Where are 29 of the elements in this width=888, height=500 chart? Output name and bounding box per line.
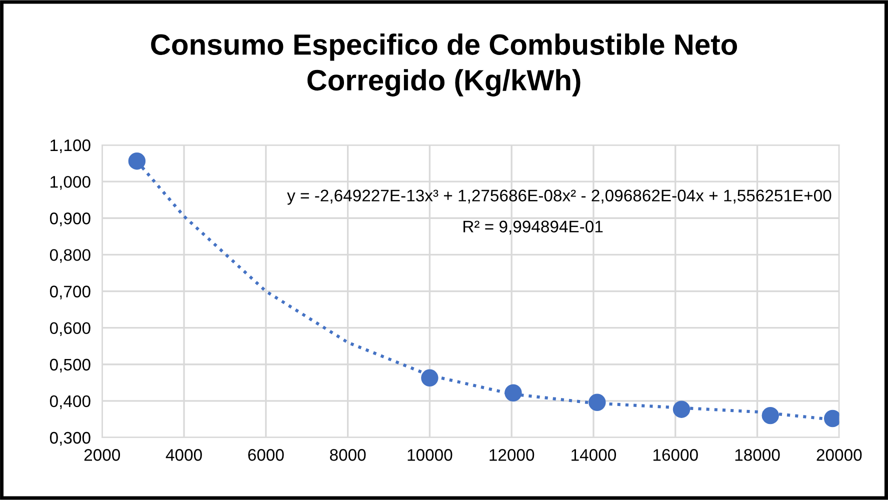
chart-title: Consumo Especifico de Combustible Neto Corregido (Kg/kWh) bbox=[151, 34, 738, 96]
y-tick-label: 0,300 bbox=[50, 432, 90, 446]
x-tick-label: 12000 bbox=[490, 449, 534, 461]
x-tick-label: 2000 bbox=[84, 449, 120, 461]
point bbox=[421, 369, 438, 387]
x-tick-label: 10000 bbox=[408, 449, 452, 461]
point bbox=[672, 400, 690, 418]
point bbox=[588, 394, 606, 412]
annotation: y = -2,649227E-13x³ + 1,275686E-08x² - 2,096862E-04x + 1,556251E+00 bbox=[287, 190, 832, 205]
point bbox=[824, 410, 840, 428]
y-tick-label: 0,900 bbox=[50, 212, 90, 226]
y-tick-label: 1,100 bbox=[50, 139, 90, 154]
annotation: R² = 9,994894E-01 bbox=[464, 220, 603, 234]
y-tick-label: 0,400 bbox=[50, 395, 90, 410]
x-tick-label: 20000 bbox=[816, 449, 862, 461]
y-tick-label: 0,600 bbox=[50, 322, 90, 336]
point bbox=[504, 384, 522, 402]
y-tick-label: 0,500 bbox=[50, 358, 90, 373]
point bbox=[762, 406, 779, 424]
point bbox=[128, 152, 146, 170]
x-tick-label: 16000 bbox=[653, 449, 698, 461]
x-tick-label: 18000 bbox=[735, 449, 780, 461]
x-tick-label: 4000 bbox=[166, 449, 202, 461]
x-tick-label: 8000 bbox=[330, 449, 366, 461]
x-tick-label: 6000 bbox=[248, 449, 284, 461]
y-tick-label: 1,000 bbox=[50, 176, 90, 190]
y-tick-label: 0,700 bbox=[50, 286, 90, 300]
y-tick-label: 0,800 bbox=[50, 249, 90, 263]
x-tick-label: 14000 bbox=[572, 449, 616, 461]
